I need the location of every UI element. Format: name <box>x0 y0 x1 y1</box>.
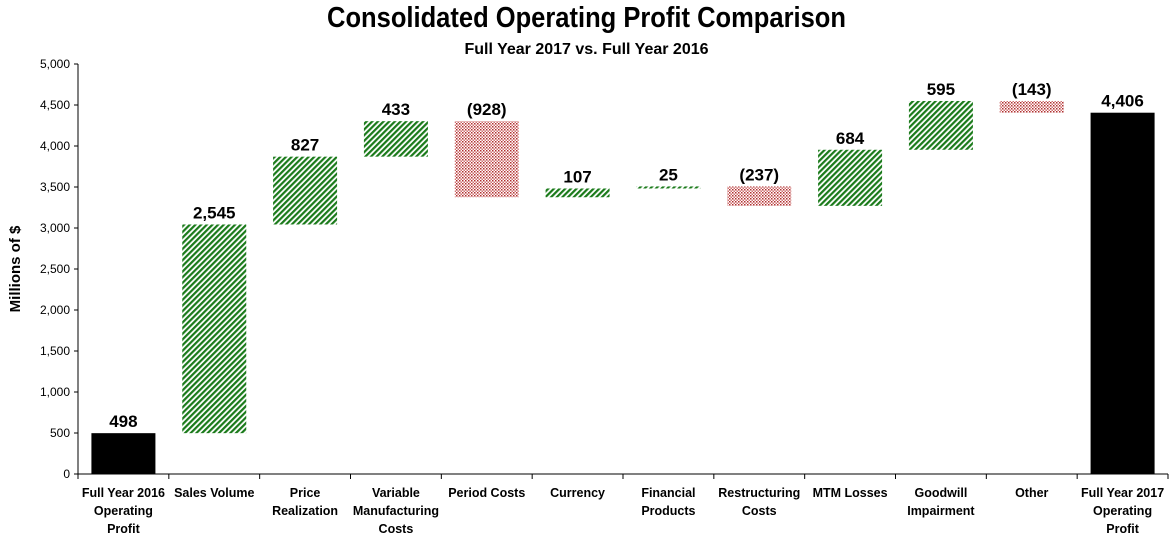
data-label: (928) <box>467 100 507 119</box>
data-label: (237) <box>739 165 779 184</box>
bar <box>545 188 610 198</box>
data-label: 684 <box>836 129 865 148</box>
data-label: 25 <box>659 165 678 184</box>
x-tick-label: Manufacturing <box>353 504 439 518</box>
x-tick-label: Sales Volume <box>174 486 254 500</box>
data-label: 107 <box>563 167 591 186</box>
x-tick-label: Other <box>1015 486 1048 500</box>
y-tick-label: 2,000 <box>40 303 70 317</box>
x-tick-label: Period Costs <box>448 486 525 500</box>
bar <box>999 100 1064 113</box>
x-tick-label: MTM Losses <box>813 486 888 500</box>
x-tick-label: Full Year 2017 <box>1081 486 1164 500</box>
data-label: 433 <box>382 100 410 119</box>
bar <box>908 100 973 150</box>
y-tick-label: 4,000 <box>40 139 70 153</box>
bar <box>818 149 883 206</box>
x-tick-label: Full Year 2016 <box>82 486 165 500</box>
x-tick-label: Products <box>641 504 695 518</box>
x-tick-label: Variable <box>372 486 420 500</box>
x-tick-label: Price <box>290 486 321 500</box>
x-tick-label: Operating <box>94 504 153 518</box>
bar <box>91 433 156 474</box>
x-tick-label: Financial <box>641 486 695 500</box>
bar <box>182 224 247 434</box>
y-tick-label: 4,500 <box>40 98 70 112</box>
y-tick-label: 1,000 <box>40 385 70 399</box>
x-tick-label: Impairment <box>907 504 975 518</box>
bar <box>727 186 792 206</box>
y-tick-label: 5,000 <box>40 57 70 71</box>
bar <box>273 156 338 225</box>
y-axis-label: Millions of $ <box>7 225 24 312</box>
x-tick-label: Profit <box>1106 522 1139 536</box>
y-tick-label: 3,000 <box>40 221 70 235</box>
y-tick-label: 0 <box>63 467 70 481</box>
x-tick-label: Realization <box>272 504 338 518</box>
bar <box>636 186 701 189</box>
bar <box>454 121 519 198</box>
x-tick-label: Costs <box>742 504 777 518</box>
x-tick-label: Costs <box>379 522 414 536</box>
bar <box>1090 112 1155 474</box>
data-label: 4,406 <box>1101 92 1144 111</box>
y-tick-label: 3,500 <box>40 180 70 194</box>
y-tick-label: 500 <box>50 426 70 440</box>
data-label: 498 <box>109 412 137 431</box>
y-tick-label: 2,500 <box>40 262 70 276</box>
data-label: 595 <box>927 80 955 99</box>
data-label: (143) <box>1012 80 1052 99</box>
data-label: 2,545 <box>193 203 236 222</box>
bar <box>363 121 428 157</box>
data-label: 827 <box>291 136 319 155</box>
x-tick-label: Goodwill <box>915 486 968 500</box>
x-tick-label: Restructuring <box>718 486 800 500</box>
x-tick-label: Profit <box>107 522 140 536</box>
x-tick-label: Currency <box>550 486 605 500</box>
chart-subtitle: Full Year 2017 vs. Full Year 2016 <box>464 41 709 58</box>
chart-title: Consolidated Operating Profit Comparison <box>327 2 846 34</box>
y-tick-label: 1,500 <box>40 344 70 358</box>
x-tick-label: Operating <box>1093 504 1152 518</box>
